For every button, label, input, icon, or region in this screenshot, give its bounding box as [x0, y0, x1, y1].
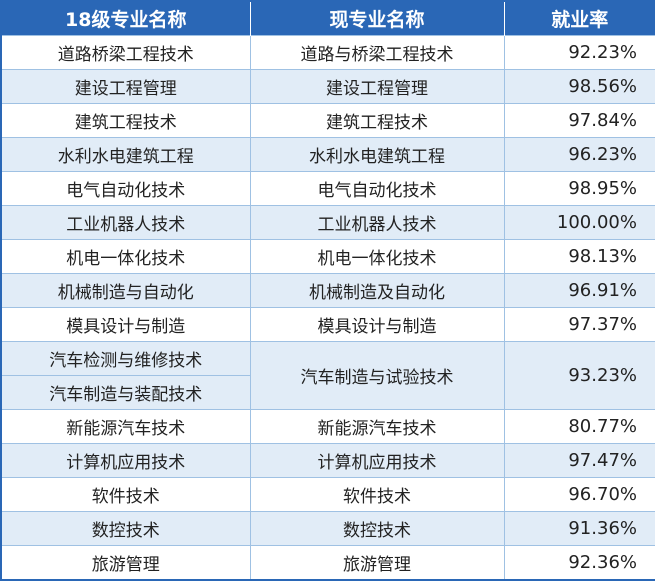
table-row: 软件技术 软件技术 96.70% [0, 477, 655, 512]
table-row: 建设工程管理 建设工程管理 98.56% [0, 69, 655, 104]
table-row: 机电一体化技术 机电一体化技术 98.13% [0, 239, 655, 274]
current-major-cell: 机械制造及自动化 [249, 273, 505, 308]
current-major-cell: 建筑工程技术 [249, 103, 505, 138]
old-major-cell: 建筑工程技术 [0, 103, 251, 138]
old-major-cell: 模具设计与制造 [0, 307, 251, 342]
table-row: 数控技术 数控技术 91.36% [0, 511, 655, 546]
table-row: 新能源汽车技术 新能源汽车技术 80.77% [0, 409, 655, 444]
employment-rate-cell: 100.00% [503, 205, 655, 240]
employment-rate-cell: 80.77% [503, 409, 655, 444]
old-major-cell: 软件技术 [0, 477, 251, 512]
employment-rate-cell: 97.47% [503, 443, 655, 478]
employment-rate-cell: 97.84% [503, 103, 655, 138]
employment-rate-cell: 96.70% [503, 477, 655, 512]
employment-rate-cell: 91.36% [503, 511, 655, 546]
old-major-cell: 水利水电建筑工程 [0, 137, 251, 172]
current-major-cell: 工业机器人技术 [249, 205, 505, 240]
table-row: 汽车检测与维修技术 汽车制造与试验技术 93.23% [0, 341, 655, 410]
employment-rate-cell: 97.37% [503, 307, 655, 342]
old-major-cell: 汽车检测与维修技术 [0, 341, 251, 376]
table-row: 工业机器人技术 工业机器人技术 100.00% [0, 205, 655, 240]
current-major-cell: 机电一体化技术 [249, 239, 505, 274]
table-row: 计算机应用技术 计算机应用技术 97.47% [0, 443, 655, 478]
column-header-old-major: 18级专业名称 [1, 1, 250, 36]
table-row: 电气自动化技术 电气自动化技术 98.95% [0, 171, 655, 206]
old-major-cell: 汽车制造与装配技术 [0, 375, 251, 410]
employment-rate-cell: 96.23% [503, 137, 655, 172]
table-row: 机械制造与自动化 机械制造及自动化 96.91% [0, 273, 655, 308]
table-row: 汽车制造与装配技术 [0, 375, 655, 410]
current-major-cell: 旅游管理 [249, 545, 505, 581]
table-row: 旅游管理 旅游管理 92.36% [0, 545, 655, 581]
employment-rate-cell: 96.91% [503, 273, 655, 308]
old-major-cell: 机械制造与自动化 [0, 273, 251, 308]
current-major-cell: 软件技术 [249, 477, 505, 512]
current-major-cell: 数控技术 [249, 511, 505, 546]
old-major-cell: 数控技术 [0, 511, 251, 546]
table-row: 模具设计与制造 模具设计与制造 97.37% [0, 307, 655, 342]
employment-rate-cell: 98.95% [503, 171, 655, 206]
current-major-cell: 计算机应用技术 [249, 443, 505, 478]
old-major-cell: 计算机应用技术 [0, 443, 251, 478]
old-major-cell: 新能源汽车技术 [0, 409, 251, 444]
table-row: 建筑工程技术 建筑工程技术 97.84% [0, 103, 655, 138]
old-major-cell: 机电一体化技术 [0, 239, 251, 274]
current-major-cell: 新能源汽车技术 [249, 409, 505, 444]
employment-rate-cell: 98.13% [503, 239, 655, 274]
current-major-cell-merged: 汽车制造与试验技术 [249, 341, 505, 410]
old-major-cell: 建设工程管理 [0, 69, 251, 104]
table-row: 道路桥梁工程技术 道路与桥梁工程技术 92.23% [0, 35, 655, 70]
current-major-cell: 电气自动化技术 [249, 171, 505, 206]
table-row: 水利水电建筑工程 水利水电建筑工程 96.23% [0, 137, 655, 172]
employment-rate-cell-merged: 93.23% [503, 341, 655, 410]
current-major-cell: 水利水电建筑工程 [249, 137, 505, 172]
employment-rate-cell: 92.23% [503, 35, 655, 70]
current-major-cell: 道路与桥梁工程技术 [249, 35, 505, 70]
column-header-current-major: 现专业名称 [249, 1, 504, 36]
old-major-cell: 电气自动化技术 [0, 171, 251, 206]
current-major-cell: 建设工程管理 [249, 69, 505, 104]
employment-rate-cell: 98.56% [503, 69, 655, 104]
old-major-cell: 旅游管理 [0, 545, 251, 581]
header-row: 18级专业名称 现专业名称 就业率 [1, 1, 655, 36]
column-header-employment-rate: 就业率 [503, 1, 655, 36]
old-major-cell: 工业机器人技术 [0, 205, 251, 240]
old-major-cell: 道路桥梁工程技术 [0, 35, 251, 70]
employment-rate-cell: 92.36% [503, 545, 655, 581]
current-major-cell: 模具设计与制造 [249, 307, 505, 342]
